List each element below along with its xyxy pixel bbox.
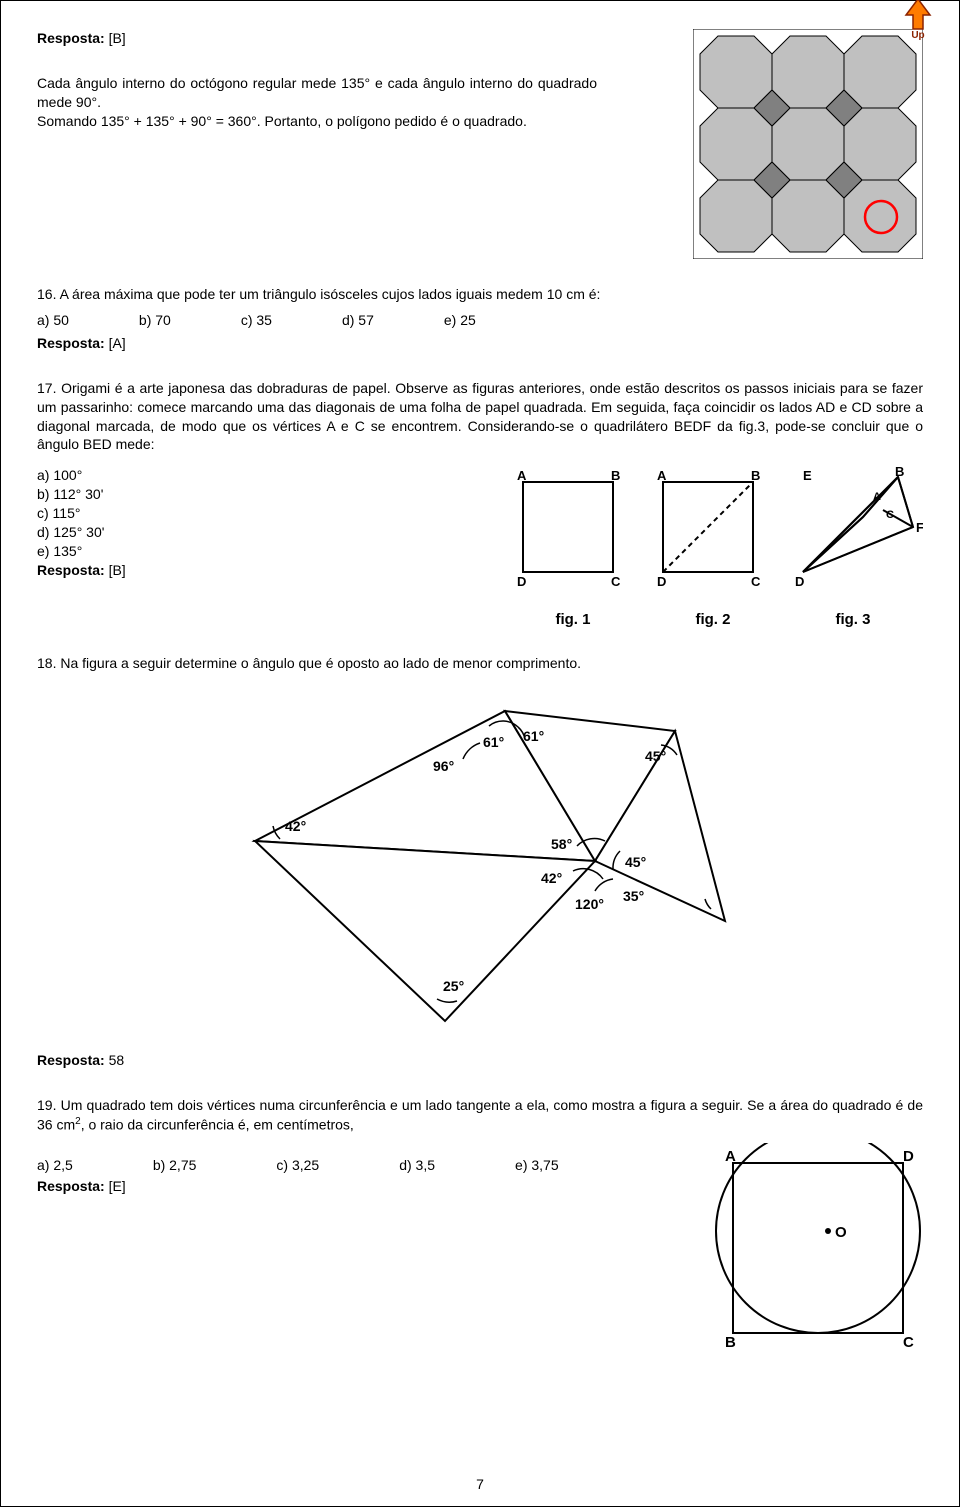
q15-block: Resposta: [B] Cada ângulo interno do oct… xyxy=(37,29,923,259)
q18-number: 18. xyxy=(37,655,56,671)
center-label: O xyxy=(835,1224,847,1241)
angle-label: 120° xyxy=(575,896,604,912)
angle-label: 42° xyxy=(285,818,306,834)
q15-resposta-value: [B] xyxy=(109,30,126,46)
q16-options: a) 50 b) 70 c) 35 d) 57 e) 25 xyxy=(37,312,923,328)
q17-figure-block: A B D C A B D C xyxy=(503,462,923,628)
q18-resposta-label: Resposta: xyxy=(37,1052,105,1068)
q19-option: c) 3,25 xyxy=(276,1157,319,1173)
q17-number: 17. xyxy=(37,380,56,396)
q17-option: d) 125° 30' xyxy=(37,523,237,542)
q17-option: c) 115° xyxy=(37,504,237,523)
q17-options: a) 100° b) 112° 30' c) 115° d) 125° 30' … xyxy=(37,466,237,579)
q17-fig-captions: fig. 1 fig. 2 fig. 3 xyxy=(503,611,923,628)
fig-caption: fig. 2 xyxy=(695,611,730,628)
vertex-label: B xyxy=(725,1334,736,1351)
q19-text-part2: , o raio da circunferência é, em centíme… xyxy=(81,1117,354,1133)
q16-resposta-label: Resposta: xyxy=(37,335,105,351)
q16-option: a) 50 xyxy=(37,312,69,328)
angle-label: 96° xyxy=(433,758,454,774)
q16-option: d) 57 xyxy=(342,312,374,328)
svg-text:Up: Up xyxy=(911,30,924,41)
q15-resposta-label: Resposta: xyxy=(37,30,105,46)
svg-text:F: F xyxy=(916,520,923,535)
svg-text:A: A xyxy=(873,491,881,503)
q15-tessellation-figure xyxy=(693,29,923,259)
svg-text:B: B xyxy=(895,464,904,479)
svg-text:E: E xyxy=(803,468,812,483)
q19-resposta-label: Resposta: xyxy=(37,1178,105,1194)
q18-triangles-figure: 42° 61° 61° 45° 96° 58° 42° 120° 45° 35°… xyxy=(225,691,735,1031)
vertex-label: C xyxy=(903,1334,914,1351)
angle-label: 42° xyxy=(541,870,562,886)
q15-explanation: Cada ângulo interno do octógono regular … xyxy=(37,74,597,131)
q19-options: a) 2,5 b) 2,75 c) 3,25 d) 3,5 e) 3,75 xyxy=(37,1157,713,1173)
q16-option: e) 25 xyxy=(444,312,476,328)
q19-option: a) 2,5 xyxy=(37,1157,73,1173)
svg-text:D: D xyxy=(657,574,666,589)
q19-option: e) 3,75 xyxy=(515,1157,559,1173)
q17-option: b) 112° 30' xyxy=(37,485,237,504)
page-number: 7 xyxy=(1,1476,959,1492)
svg-text:B: B xyxy=(611,468,620,483)
angle-label: 61° xyxy=(523,728,544,744)
q16-option: b) 70 xyxy=(139,312,171,328)
angle-label: 58° xyxy=(551,836,572,852)
q18-question: 18. Na figura a seguir determine o ângul… xyxy=(37,654,923,673)
q19-option: b) 2,75 xyxy=(153,1157,197,1173)
q19-square-circle-figure: A D B C O xyxy=(713,1143,923,1353)
q17-option: a) 100° xyxy=(37,466,237,485)
vertex-label: D xyxy=(903,1148,914,1165)
svg-text:A: A xyxy=(517,468,527,483)
q18-resposta-value: 58 xyxy=(109,1052,125,1068)
q16-question: 16. A área máxima que pode ter um triâng… xyxy=(37,285,923,304)
q17-row: a) 100° b) 112° 30' c) 115° d) 125° 30' … xyxy=(37,462,923,628)
q18-text: Na figura a seguir determine o ângulo qu… xyxy=(60,655,581,671)
q16-resposta-value: [A] xyxy=(109,335,126,351)
q17-question: 17. Origami é a arte japonesa das dobrad… xyxy=(37,379,923,455)
svg-text:C: C xyxy=(886,509,894,521)
q17-option: e) 135° xyxy=(37,542,237,561)
angle-label: 45° xyxy=(625,854,646,870)
q17-origami-figure: A B D C A B D C xyxy=(503,462,923,602)
q19-number: 19. xyxy=(37,1097,56,1113)
svg-text:D: D xyxy=(795,574,804,589)
q19-resposta-value: [E] xyxy=(109,1178,126,1194)
brand-logo-icon: Up xyxy=(895,0,941,41)
angle-label: 35° xyxy=(623,888,644,904)
q19-question: 19. Um quadrado tem dois vértices numa c… xyxy=(37,1096,923,1134)
angle-label: 25° xyxy=(443,978,464,994)
q17-resposta-value: [B] xyxy=(109,562,126,578)
q17-text: Origami é a arte japonesa das dobraduras… xyxy=(37,380,923,453)
angle-label: 61° xyxy=(483,734,504,750)
q16-number: 16. xyxy=(37,286,56,302)
angle-label: 45° xyxy=(645,748,666,764)
svg-text:C: C xyxy=(751,574,761,589)
q17-resposta-label: Resposta: xyxy=(37,562,105,578)
page-container: Up Resposta: [B] Cada ângulo interno do … xyxy=(0,0,960,1507)
svg-text:D: D xyxy=(517,574,526,589)
svg-text:C: C xyxy=(611,574,621,589)
q19-option: d) 3,5 xyxy=(399,1157,435,1173)
svg-text:A: A xyxy=(657,468,667,483)
svg-text:B: B xyxy=(751,468,760,483)
q16-text: A área máxima que pode ter um triângulo … xyxy=(60,286,601,302)
q16-option: c) 35 xyxy=(241,312,272,328)
fig-caption: fig. 3 xyxy=(835,611,870,628)
fig-caption: fig. 1 xyxy=(555,611,590,628)
vertex-label: A xyxy=(725,1148,736,1165)
